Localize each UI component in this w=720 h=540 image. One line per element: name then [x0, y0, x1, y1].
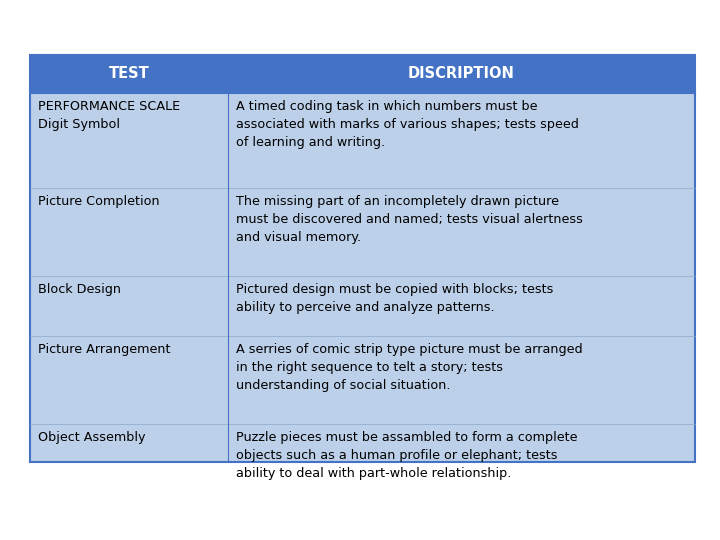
- Text: A serries of comic strip type picture must be arranged
in the right sequence to : A serries of comic strip type picture mu…: [236, 343, 582, 392]
- Text: DISCRIPTION: DISCRIPTION: [408, 66, 515, 82]
- Text: PERFORMANCE SCALE
Digit Symbol: PERFORMANCE SCALE Digit Symbol: [38, 100, 180, 131]
- Text: A timed coding task in which numbers must be
associated with marks of various sh: A timed coding task in which numbers mus…: [236, 100, 579, 149]
- Text: Block Design: Block Design: [38, 283, 121, 296]
- Text: Picture Completion: Picture Completion: [38, 195, 160, 208]
- Bar: [30, 93, 695, 462]
- Bar: [30, 55, 695, 462]
- Text: Object Assembly: Object Assembly: [38, 431, 145, 444]
- Text: Picture Arrangement: Picture Arrangement: [38, 343, 171, 356]
- Text: TEST: TEST: [109, 66, 149, 82]
- Text: Puzzle pieces must be assambled to form a complete
objects such as a human profi: Puzzle pieces must be assambled to form …: [236, 431, 577, 480]
- Bar: [30, 55, 695, 93]
- Text: The missing part of an incompletely drawn picture
must be discovered and named; : The missing part of an incompletely draw…: [236, 195, 583, 244]
- Text: Pictured design must be copied with blocks; tests
ability to perceive and analyz: Pictured design must be copied with bloc…: [236, 283, 554, 314]
